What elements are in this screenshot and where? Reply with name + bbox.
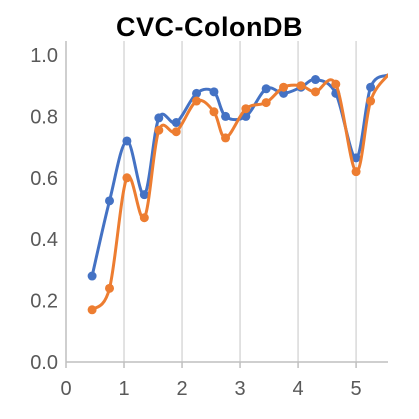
data-point [154, 113, 163, 122]
data-point [241, 104, 250, 113]
x-tick-label: 4 [293, 378, 304, 400]
data-point [209, 87, 218, 96]
axes [66, 41, 388, 368]
data-point [262, 98, 271, 107]
data-point [172, 127, 181, 136]
data-point [209, 107, 218, 116]
y-tick-label: 0.8 [30, 106, 58, 128]
data-point [221, 112, 230, 121]
y-tick-label: 0.4 [30, 229, 58, 251]
series-2 [88, 75, 388, 314]
y-tick-label: 0.6 [30, 168, 58, 190]
x-tick-label: 3 [234, 378, 245, 400]
data-point [331, 80, 340, 89]
data-point [192, 89, 201, 98]
data-point [88, 272, 97, 281]
data-point [154, 126, 163, 135]
y-tick-label: 1.0 [30, 45, 58, 67]
data-point [122, 136, 131, 145]
x-tick-label: 0 [60, 378, 71, 400]
data-point [279, 83, 288, 92]
data-point [140, 213, 149, 222]
x-tick-label: 2 [176, 378, 187, 400]
x-tick-label: 5 [351, 378, 362, 400]
data-point [122, 173, 131, 182]
data-point [366, 83, 375, 92]
data-point [221, 133, 230, 142]
data-point [352, 167, 361, 176]
data-point [262, 84, 271, 93]
data-point [105, 196, 114, 205]
data-point [311, 75, 320, 84]
data-point [192, 97, 201, 106]
y-tick-label: 0.2 [30, 291, 58, 313]
x-tick-label: 1 [118, 378, 129, 400]
data-point [311, 87, 320, 96]
series-lines [88, 75, 388, 314]
data-point [366, 97, 375, 106]
data-point [88, 305, 97, 314]
y-tick-label: 0.0 [30, 352, 58, 374]
data-point [105, 284, 114, 293]
data-point [296, 81, 305, 90]
